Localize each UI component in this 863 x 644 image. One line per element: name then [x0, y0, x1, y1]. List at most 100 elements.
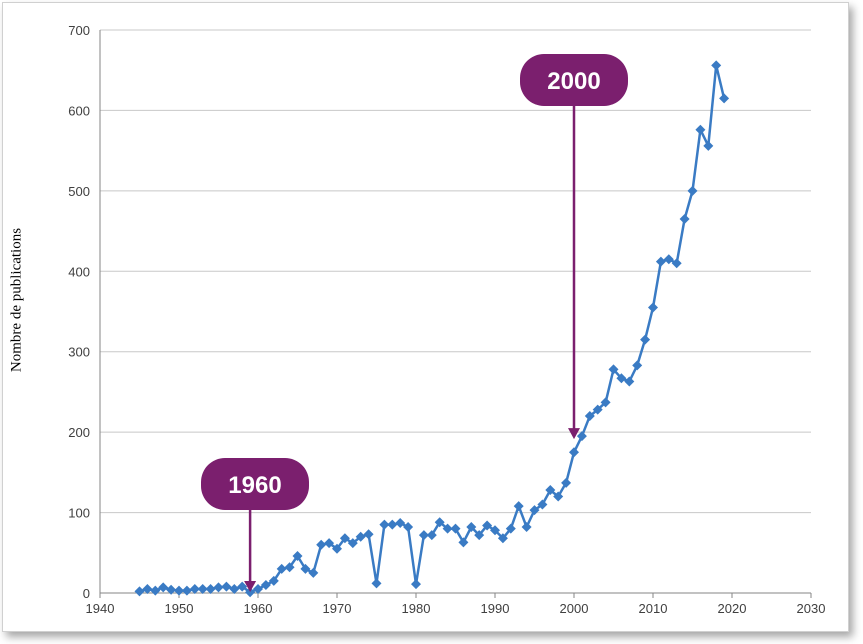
data-point [576, 431, 587, 442]
gridlines [99, 29, 812, 598]
data-point [679, 214, 690, 225]
data-point [332, 543, 342, 554]
data-point [553, 491, 564, 502]
data-point [545, 485, 556, 496]
data-point [229, 583, 240, 594]
data-point [260, 579, 271, 590]
annotations: 1960 2000 [201, 54, 628, 592]
data-point [276, 563, 287, 574]
callout-1960: 1960 [201, 458, 309, 592]
data-point [197, 583, 208, 594]
data-point [513, 501, 524, 512]
data-point [561, 477, 572, 488]
data-point [174, 585, 184, 596]
y-tick-label: 200 [68, 425, 90, 440]
data-point [569, 447, 579, 458]
x-tick-label: 1950 [165, 601, 194, 616]
data-point [482, 520, 493, 531]
data-point [371, 578, 382, 589]
data-point [284, 562, 295, 573]
data-point [142, 583, 153, 594]
data-point [450, 523, 461, 534]
data-point [695, 124, 706, 135]
data-point [655, 256, 666, 267]
x-tick-label: 1990 [481, 601, 510, 616]
x-tick-label: 2030 [797, 601, 826, 616]
data-point [592, 404, 603, 415]
data-point [640, 334, 651, 345]
x-tick-label: 2000 [560, 601, 589, 616]
x-tick-label: 1970 [323, 601, 352, 616]
data-point [648, 302, 658, 313]
data-point [466, 522, 477, 533]
callout-arrow-head [244, 581, 257, 592]
data-point [616, 373, 627, 384]
y-tick-label: 500 [68, 184, 90, 199]
data-point [387, 519, 398, 530]
data-point [134, 586, 145, 597]
data-point [411, 579, 421, 590]
data-point [221, 581, 232, 592]
data-point [434, 517, 445, 528]
data-point [189, 583, 200, 594]
data-point [205, 583, 216, 594]
series-publications [134, 60, 730, 598]
x-tick-label: 1980 [402, 601, 431, 616]
data-point [687, 185, 698, 196]
callout-arrow-head [568, 428, 580, 440]
data-point [663, 254, 674, 265]
y-tick-label: 100 [68, 506, 90, 521]
data-point [584, 411, 595, 422]
data-point [711, 60, 722, 71]
x-tick-label: 2020 [718, 601, 747, 616]
data-point [253, 583, 263, 594]
data-point [624, 376, 635, 387]
callout-2000: 2000 [520, 54, 628, 440]
y-tick-label: 600 [68, 103, 90, 118]
data-point [719, 93, 730, 104]
y-tick-label: 700 [68, 23, 90, 38]
data-point [166, 584, 177, 595]
data-point [671, 258, 682, 269]
y-tick-label: 400 [68, 264, 90, 279]
data-point [395, 518, 406, 529]
data-point [158, 582, 169, 593]
data-point [292, 551, 303, 562]
data-point [600, 397, 611, 408]
callout-box [520, 54, 628, 106]
data-point [490, 525, 500, 536]
data-point [537, 499, 548, 510]
data-point [497, 533, 508, 544]
data-point [213, 582, 224, 593]
data-point [521, 522, 532, 533]
data-point [245, 587, 256, 598]
y-tick-label: 300 [68, 345, 90, 360]
data-point [355, 531, 366, 542]
x-tick-label: 2010 [639, 601, 668, 616]
data-point [703, 140, 714, 151]
data-point [324, 538, 335, 549]
data-point [347, 538, 358, 549]
data-point [379, 519, 390, 530]
data-point [418, 530, 429, 541]
data-point [529, 505, 540, 516]
data-point [458, 537, 469, 548]
x-tick-label: 1940 [86, 601, 115, 616]
data-point [300, 563, 311, 574]
data-point [150, 585, 161, 596]
data-point [474, 530, 485, 541]
y-tick-label: 0 [83, 586, 90, 601]
x-tick-label: 1960 [244, 601, 273, 616]
callout-label: 1960 [228, 472, 281, 499]
data-point [268, 575, 279, 586]
callout-box [201, 458, 309, 510]
data-point [442, 523, 453, 534]
data-point [339, 533, 350, 544]
data-point [308, 567, 319, 578]
data-point [237, 581, 248, 592]
data-point [632, 360, 643, 371]
data-point [181, 585, 192, 596]
callout-label: 2000 [547, 68, 600, 95]
data-point [505, 523, 516, 534]
